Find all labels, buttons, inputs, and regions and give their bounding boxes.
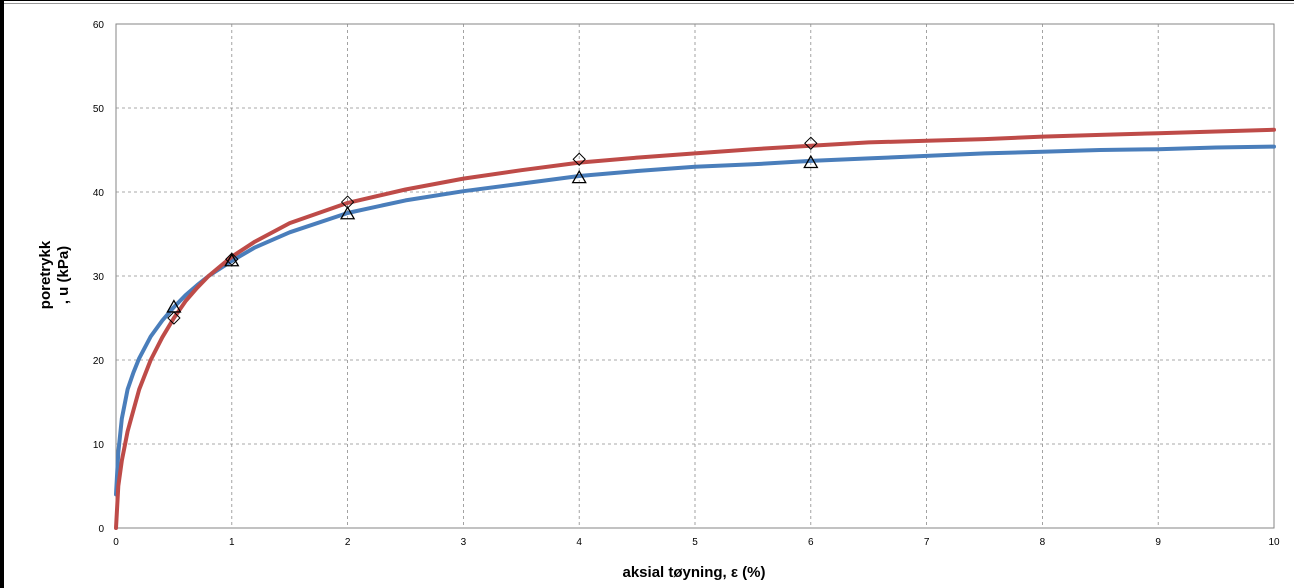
y-axis-title-line-2: , u (kPa)	[55, 246, 72, 304]
series-line-1	[114, 144, 1276, 497]
series-line-2	[114, 127, 1276, 530]
y-tick-label: 40	[93, 188, 105, 199]
x-tick-label: 7	[924, 537, 930, 548]
diamond-marker	[804, 136, 818, 150]
frame-top-border	[0, 0, 1294, 4]
diamond-marker	[167, 311, 181, 325]
x-tick-label: 8	[1040, 537, 1046, 548]
x-tick-label: 10	[1268, 537, 1280, 548]
marker-layer	[166, 136, 819, 325]
x-tick-label: 2	[345, 537, 351, 548]
frame-left-border	[0, 0, 4, 588]
x-tick-label: 4	[576, 537, 582, 548]
x-tick-label: 6	[808, 537, 814, 548]
y-tick-label: 20	[93, 356, 105, 367]
y-tick-label: 0	[98, 524, 104, 535]
triangle-marker	[803, 154, 819, 169]
series-layer	[114, 127, 1276, 530]
grid	[115, 23, 1275, 529]
triangle-marker	[224, 253, 240, 267]
triangle-marker	[166, 299, 182, 313]
x-tick-label: 3	[461, 537, 467, 548]
triangle-marker	[339, 206, 356, 220]
tick-labels: 0 1 2 3 4 5 6 7 8 9 10 0 10 20 30 40 50 60	[93, 20, 1280, 548]
x-tick-label: 5	[692, 537, 698, 548]
x-tick-label: 9	[1155, 537, 1161, 548]
y-tick-label: 60	[93, 20, 105, 31]
y-axis-title-line-1: poretrykk	[37, 240, 54, 309]
triangle-marker	[571, 169, 587, 184]
y-tick-label: 30	[93, 272, 105, 283]
y-tick-label: 10	[93, 440, 105, 451]
diamond-marker	[572, 152, 586, 166]
x-axis-title: aksial tøyning, ε (%)	[623, 564, 766, 581]
x-tick-label: 1	[229, 537, 235, 548]
x-tick-label: 0	[113, 537, 119, 548]
y-tick-label: 50	[93, 104, 105, 115]
